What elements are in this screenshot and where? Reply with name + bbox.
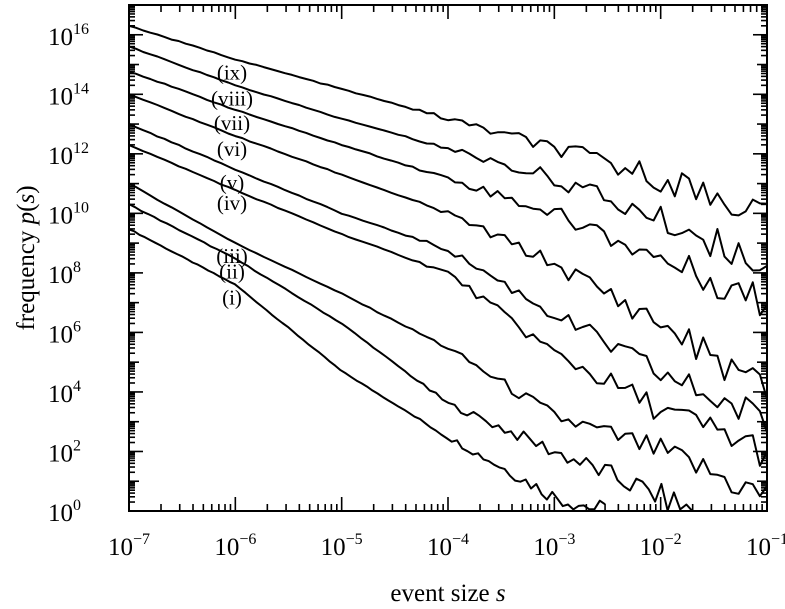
series-label-9: (ix) — [217, 60, 247, 84]
series-line-4 — [129, 144, 767, 467]
y-tick-label: 102 — [48, 437, 81, 467]
y-tick-label: 100 — [48, 497, 81, 527]
series-line-7 — [129, 70, 767, 317]
y-tick-label: 1010 — [48, 199, 89, 229]
series-line-3 — [129, 182, 767, 498]
series-line-5 — [129, 122, 767, 433]
series-label-4: (iv) — [217, 191, 247, 215]
y-tick-label: 106 — [48, 318, 81, 348]
series-label-6: (vi) — [217, 137, 247, 161]
x-tick-label: 10−5 — [321, 531, 363, 561]
x-axis-title: event size s — [390, 580, 505, 607]
series-lines — [129, 24, 767, 511]
series-label-3: (iii) — [216, 244, 248, 268]
series-labels: (i)(ii)(iii) (iv)(v) (vi)(vii)(viii)(ix) — [211, 60, 253, 309]
y-tick-label: 1012 — [48, 140, 89, 170]
y-tick-label: 1016 — [48, 21, 89, 51]
plot-frame — [128, 4, 768, 512]
x-tick-label: 10−7 — [108, 531, 150, 561]
series-line-6 — [129, 93, 767, 400]
y-tick-labels: 100 102 104 106 108 1010 1012 1014 1016 — [48, 21, 89, 527]
series-line-2 — [129, 203, 694, 511]
y-axis-title: frequency p(s) — [13, 185, 40, 330]
x-tick-label: 10−6 — [214, 531, 256, 561]
series-label-5: (v) — [220, 170, 245, 194]
series-line-8 — [129, 45, 767, 272]
series-label-8: (viii) — [211, 86, 253, 110]
x-tick-label: 10−2 — [640, 531, 682, 561]
x-tick-label: 10−4 — [427, 531, 469, 561]
y-tick-label: 1014 — [48, 80, 89, 110]
series-label-1: (i) — [222, 286, 242, 310]
y-tick-label: 108 — [48, 259, 81, 289]
x-tick-labels: 10−7 10−6 10−5 10−4 10−3 10−2 10−1 — [108, 531, 785, 561]
series-line-9 — [129, 24, 767, 217]
series-label-2: (ii) — [219, 260, 245, 284]
series-line-1 — [129, 228, 606, 511]
x-tick-label: 10−1 — [746, 531, 785, 561]
y-tick-label: 104 — [48, 378, 81, 408]
x-tick-label: 10−3 — [533, 531, 575, 561]
series-label-7: (vii) — [214, 111, 250, 135]
